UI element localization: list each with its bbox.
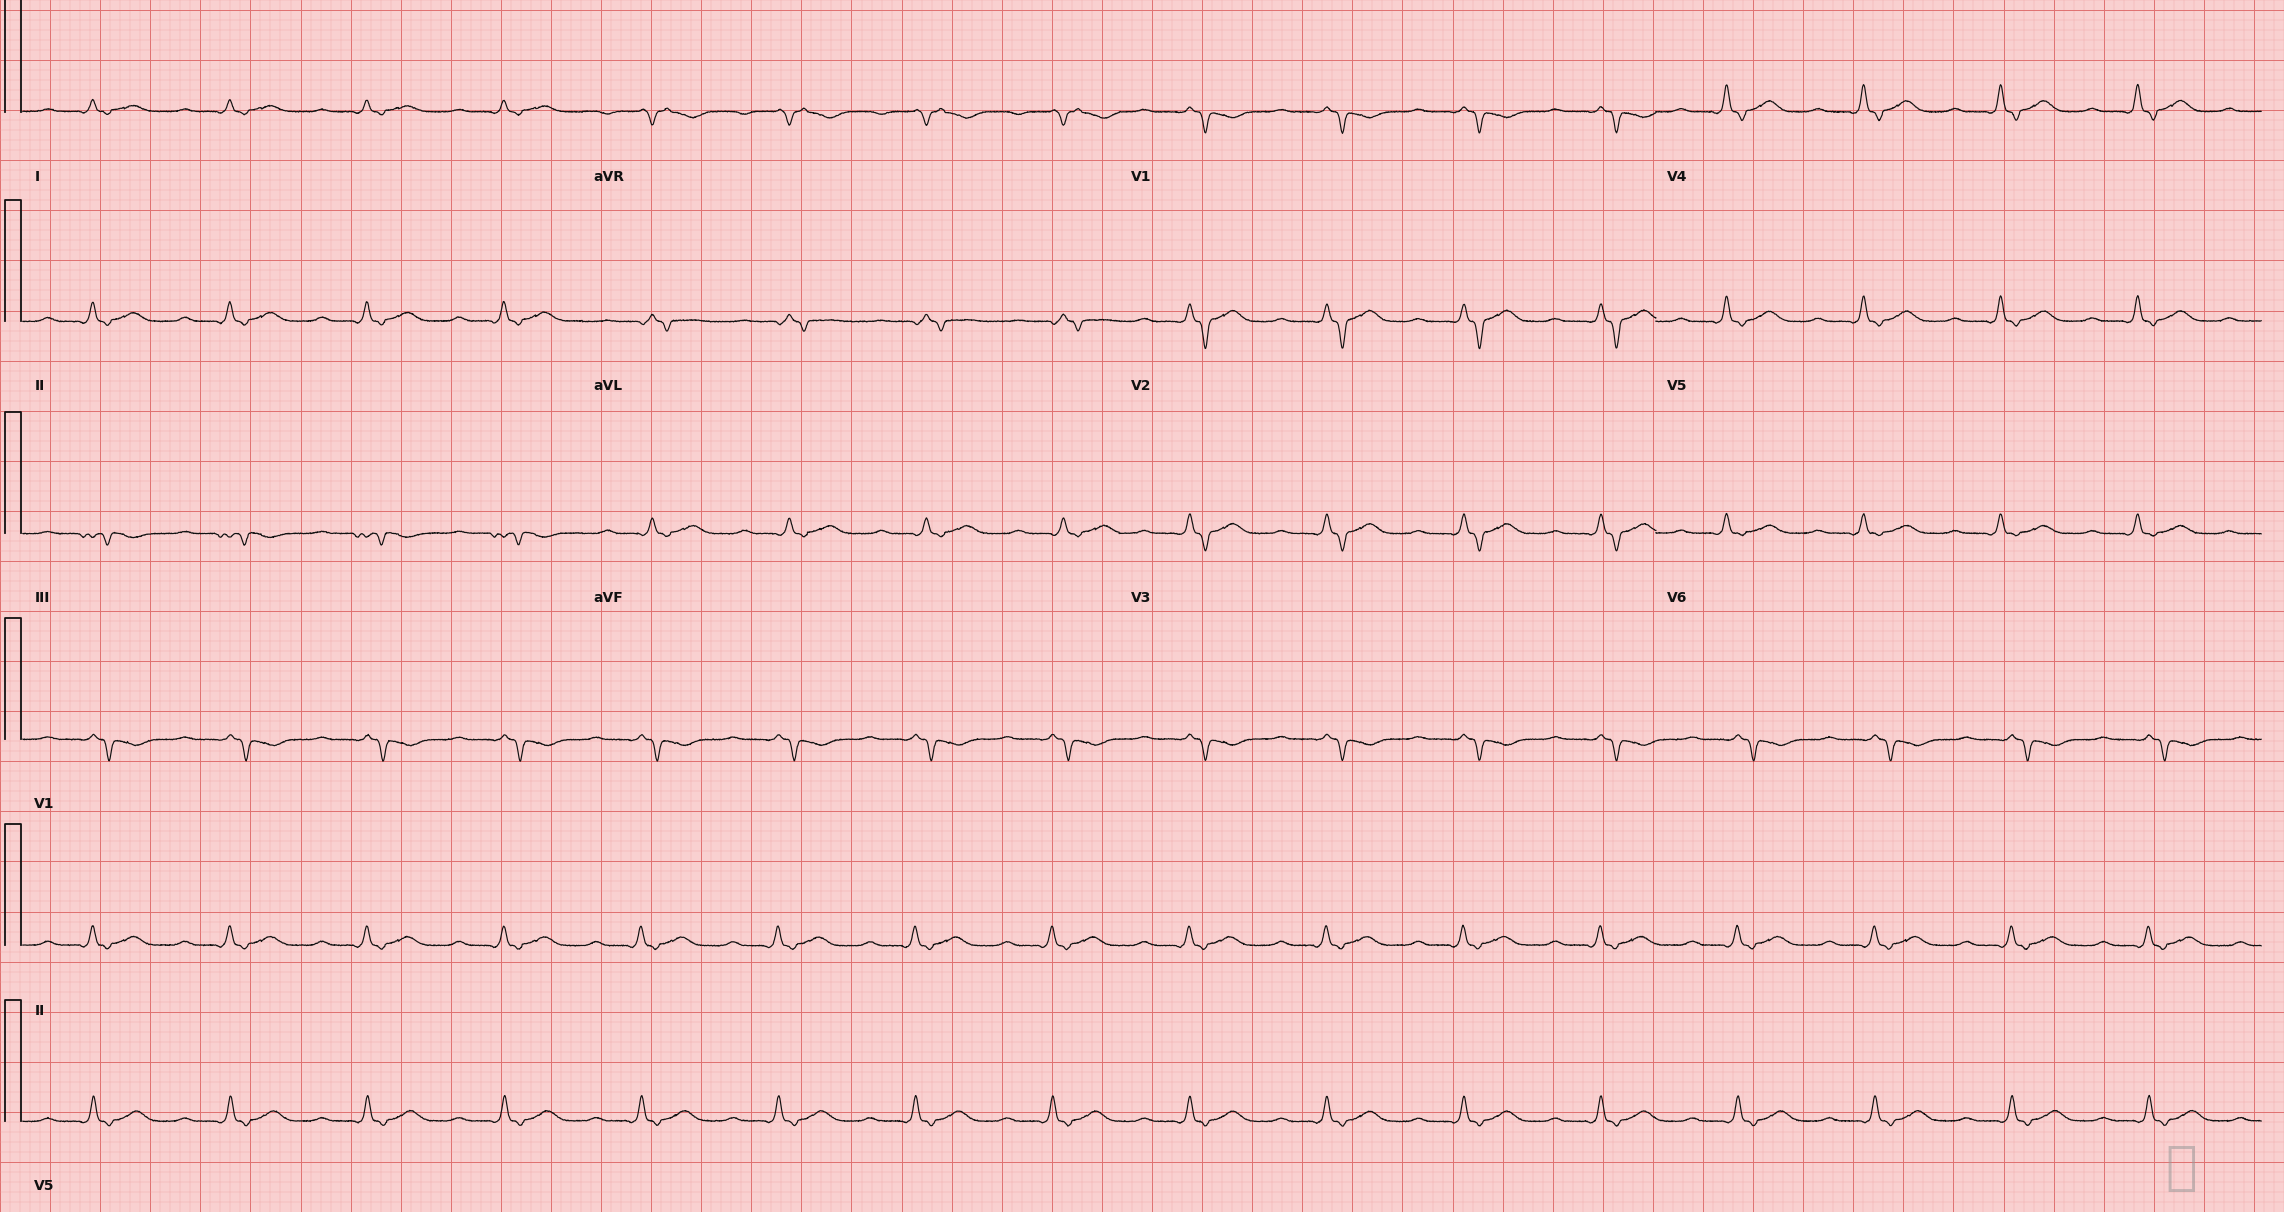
Text: V1: V1 xyxy=(1131,170,1151,184)
Text: II: II xyxy=(34,379,43,394)
Text: V5: V5 xyxy=(34,1179,55,1194)
Text: aVL: aVL xyxy=(594,379,624,394)
Text: aVR: aVR xyxy=(594,170,626,184)
Text: V2: V2 xyxy=(1131,379,1151,394)
Text: V3: V3 xyxy=(1131,591,1151,606)
Text: 🐃: 🐃 xyxy=(2165,1142,2197,1194)
Text: V1: V1 xyxy=(34,797,55,812)
Text: V4: V4 xyxy=(1667,170,1688,184)
Text: II: II xyxy=(34,1004,43,1018)
Text: aVF: aVF xyxy=(594,591,624,606)
Text: V5: V5 xyxy=(1667,379,1688,394)
Text: I: I xyxy=(34,170,39,184)
Text: V6: V6 xyxy=(1667,591,1688,606)
Text: III: III xyxy=(34,591,50,606)
